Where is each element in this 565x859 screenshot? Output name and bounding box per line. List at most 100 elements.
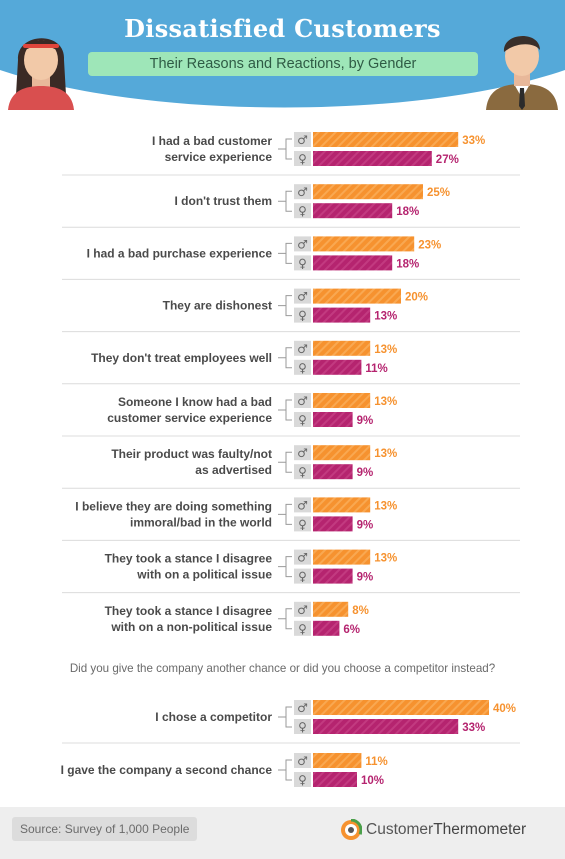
brand-name: CustomerThermometer <box>366 821 526 839</box>
category-label: I believe they are doing something <box>75 499 272 513</box>
male-symbol-icon: ♂ <box>297 498 308 512</box>
male-icon-box <box>294 132 311 147</box>
male-icon-box <box>294 700 311 715</box>
male-symbol-icon: ♂ <box>297 133 308 147</box>
category-bracket <box>278 190 292 212</box>
page-subtitle: Their Reasons and Reactions, by Gender <box>88 52 478 76</box>
value-label-female: 18% <box>396 258 419 270</box>
female-icon-box <box>294 203 311 219</box>
value-label-male: 33% <box>462 135 485 147</box>
bar-female <box>313 412 353 427</box>
section-question: Did you give the company another chance … <box>69 662 496 675</box>
value-label-female: 18% <box>396 206 419 218</box>
female-avatar <box>8 38 74 110</box>
value-label-male: 23% <box>418 239 441 251</box>
value-label-female: 9% <box>357 572 374 584</box>
bar-male <box>313 497 371 513</box>
bar-male <box>313 132 459 147</box>
male-icon-box <box>294 236 311 252</box>
bar-male <box>313 700 489 715</box>
female-icon-box <box>294 620 311 636</box>
page-title: Dissatisfied Customers <box>124 14 441 43</box>
category-label: They are dishonest <box>163 299 272 313</box>
footer: Source: Survey of 1,000 People CustomerT… <box>0 807 565 859</box>
female-icon-box <box>294 151 311 166</box>
category-bracket <box>278 242 292 264</box>
value-label-female: 9% <box>357 415 374 427</box>
male-icon-box <box>294 497 311 513</box>
category-bracket <box>278 451 292 473</box>
female-icon-box <box>294 772 311 787</box>
value-label-female: 6% <box>343 624 360 636</box>
bar-male <box>313 753 362 768</box>
male-icon-box <box>294 753 311 768</box>
value-label-male: 13% <box>374 553 397 565</box>
category-label: service experience <box>165 150 273 164</box>
category-bracket <box>278 503 292 525</box>
bar-female <box>313 359 362 375</box>
value-label-male: 11% <box>365 756 387 768</box>
female-icon-box <box>294 412 311 427</box>
bar-male <box>313 601 349 617</box>
bar-male <box>313 445 371 461</box>
category-label: Their product was faulty/not <box>111 447 272 461</box>
category-bracket <box>278 399 292 421</box>
value-label-female: 11% <box>365 363 387 375</box>
value-label-female: 13% <box>374 311 397 323</box>
female-symbol-icon: ♀ <box>298 773 307 787</box>
male-symbol-icon: ♂ <box>297 603 308 617</box>
female-icon-box <box>294 516 311 532</box>
bar-female <box>313 516 353 532</box>
female-symbol-icon: ♀ <box>298 720 307 734</box>
male-symbol-icon: ♂ <box>297 701 308 715</box>
category-label: with on a non-political issue <box>110 620 272 634</box>
male-symbol-icon: ♂ <box>297 754 308 768</box>
female-symbol-icon: ♀ <box>298 413 307 427</box>
female-icon-box <box>294 307 311 323</box>
female-icon-box <box>294 719 311 734</box>
category-label: I had a bad purchase experience <box>87 246 273 260</box>
value-label-female: 9% <box>357 467 374 479</box>
female-symbol-icon: ♀ <box>298 204 307 218</box>
bar-male <box>313 236 415 252</box>
category-bracket <box>278 347 292 369</box>
value-label-male: 13% <box>374 500 397 512</box>
bar-female <box>313 620 340 636</box>
value-label-male: 13% <box>374 344 397 356</box>
bar-female <box>313 464 353 480</box>
source-note: Source: Survey of 1,000 People <box>12 817 198 841</box>
brand-name-part2: Thermometer <box>433 821 527 838</box>
category-label: I chose a competitor <box>155 710 272 724</box>
female-symbol-icon: ♀ <box>298 309 307 323</box>
female-symbol-icon: ♀ <box>298 622 307 636</box>
female-icon-box <box>294 568 311 584</box>
category-bracket <box>278 295 292 317</box>
category-label: customer service experience <box>107 411 272 425</box>
category-bracket <box>278 608 292 630</box>
bar-male <box>313 288 401 304</box>
male-icon-box <box>294 601 311 617</box>
category-label: immoral/bad in the world <box>130 515 272 529</box>
bar-female <box>313 151 432 166</box>
thermometer-logo-icon <box>340 819 362 841</box>
bar-female <box>313 772 357 787</box>
value-label-male: 8% <box>352 605 369 617</box>
value-label-female: 10% <box>361 775 384 787</box>
female-symbol-icon: ♀ <box>298 256 307 270</box>
value-label-female: 33% <box>462 722 485 734</box>
male-avatar <box>486 35 558 110</box>
value-label-female: 9% <box>357 519 374 531</box>
bar-male <box>313 340 371 356</box>
male-icon-box <box>294 340 311 356</box>
brand-name-part1: Customer <box>366 821 434 838</box>
category-label: Someone I know had a bad <box>118 395 272 409</box>
male-icon-box <box>294 184 311 200</box>
category-bracket <box>278 138 292 160</box>
male-symbol-icon: ♂ <box>297 394 308 408</box>
bar-female <box>313 568 353 584</box>
female-symbol-icon: ♀ <box>298 517 307 531</box>
category-bracket <box>278 556 292 578</box>
bar-female <box>313 255 393 271</box>
male-symbol-icon: ♂ <box>297 446 308 460</box>
male-symbol-icon: ♂ <box>297 185 308 199</box>
